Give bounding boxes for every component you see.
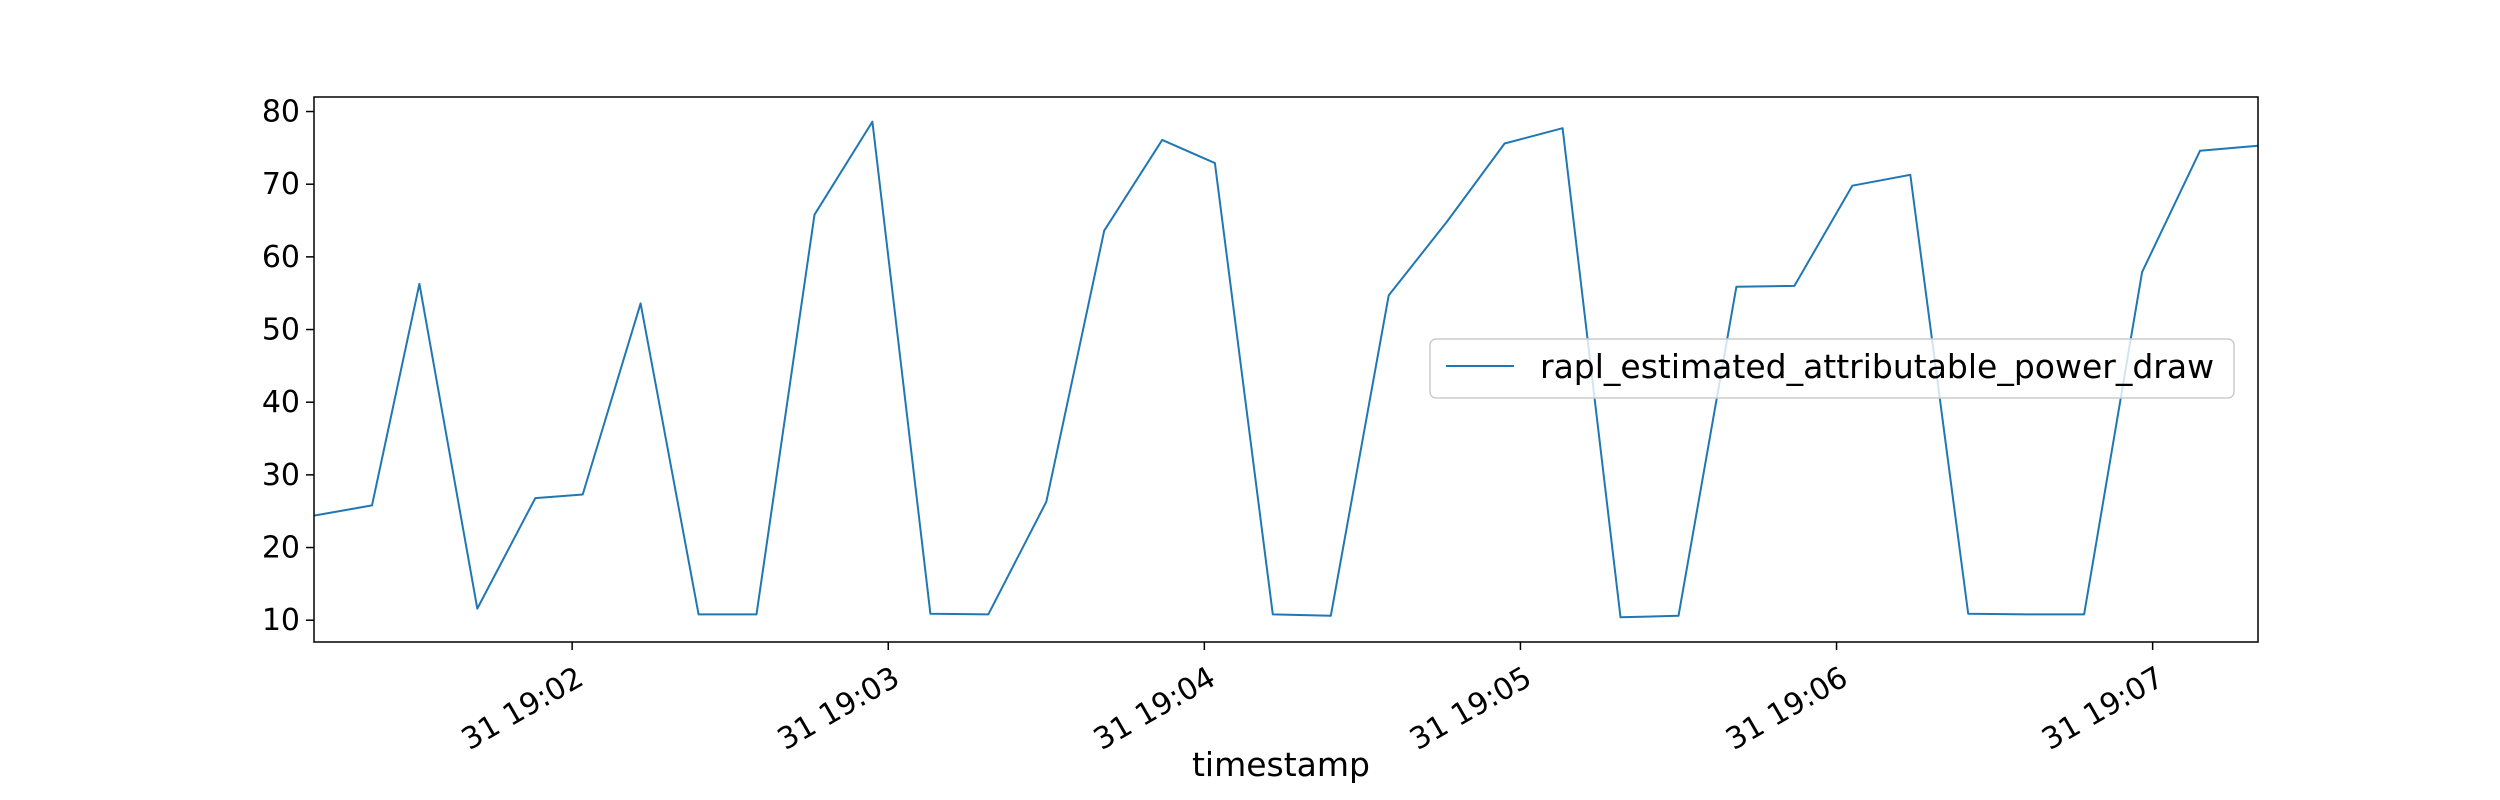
data-point (871, 121, 874, 123)
data-point (1214, 162, 1216, 164)
x-tick-label: 31 19:06 (1720, 660, 1854, 757)
y-tick-label: 50 (262, 313, 300, 348)
ticks-layer: 10 20 30 40 50 60 70 80 31 19:02 31 19:03 31 19:04… (262, 95, 2170, 758)
data-point (418, 283, 420, 285)
x-tick-label: 31 19:02 (456, 660, 590, 757)
y-tick-label: 20 (262, 531, 300, 566)
data-point (1161, 139, 1163, 141)
legend-label: rapl_estimated_attributable_power_draw (1540, 347, 2214, 386)
data-point (1909, 174, 1911, 176)
data-point (1619, 616, 1622, 618)
data-point (1793, 285, 1795, 287)
legend: rapl_estimated_attributable_power_draw (1429, 338, 2235, 399)
data-point (2141, 271, 2143, 273)
data-point (987, 613, 989, 616)
data-point (582, 493, 584, 496)
data-point (1851, 185, 1853, 187)
data-point (2199, 150, 2201, 152)
legend-box (1429, 338, 2235, 399)
data-point (929, 613, 932, 615)
data-point (1045, 501, 1047, 503)
plot-area (313, 120, 2259, 619)
data-point (1735, 286, 1737, 288)
data-point (476, 608, 478, 610)
axes-frame (313, 96, 2259, 643)
data-point (371, 504, 373, 506)
x-tick-label: 31 19:03 (772, 660, 906, 757)
data-point (1388, 294, 1390, 296)
data-point (1562, 127, 1564, 129)
y-tick-label: 40 (262, 385, 300, 420)
x-axis-label: timestamp (1192, 745, 1370, 784)
data-point (534, 497, 536, 499)
data-point (2025, 613, 2027, 616)
y-tick-label: 60 (262, 240, 300, 275)
data-point (1677, 615, 1680, 617)
data-point (1446, 221, 1448, 223)
data-point (755, 613, 758, 616)
data-point (1967, 613, 1969, 615)
data-point (1330, 615, 1332, 617)
y-tick-label: 70 (262, 167, 300, 202)
x-tick-label: 31 19:04 (1088, 660, 1222, 757)
x-tick-label: 31 19:05 (1404, 660, 1538, 757)
data-point (640, 302, 642, 304)
y-tick-label: 80 (262, 95, 300, 130)
x-tick-label: 31 19:07 (2036, 660, 2170, 757)
y-tick-label: 10 (262, 603, 300, 638)
data-point (1272, 613, 1274, 616)
data-point (1504, 142, 1506, 145)
data-point (1103, 230, 1105, 232)
data-point (813, 214, 816, 216)
y-tick-label: 30 (262, 458, 300, 493)
data-point (2083, 613, 2085, 616)
data-point (698, 613, 700, 616)
